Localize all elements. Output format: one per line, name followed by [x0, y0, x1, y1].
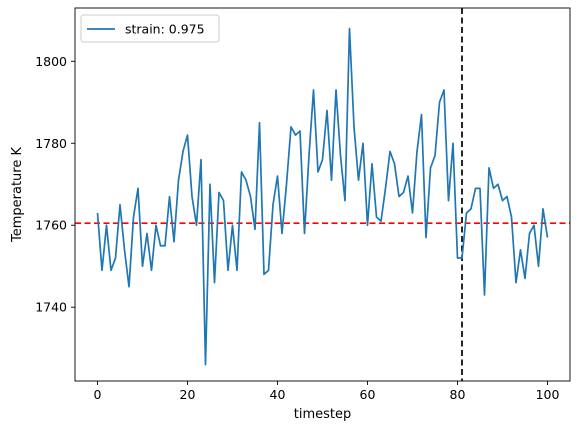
y-tick-label: 1740	[35, 300, 67, 315]
x-axis-ticks: 0 20 40 60 80 100	[94, 381, 560, 402]
x-tick-label: 0	[94, 387, 102, 402]
y-axis-ticks: 1740 1760 1780 1800	[35, 54, 75, 315]
legend: strain: 0.975	[80, 14, 220, 43]
plot-area	[75, 8, 570, 381]
reference-lines	[75, 8, 570, 381]
series-line	[96, 27, 549, 366]
axes-frame	[74, 7, 571, 382]
x-tick-label: 20	[180, 387, 196, 402]
legend-box	[80, 14, 220, 43]
x-tick-label: 40	[270, 387, 286, 402]
x-axis-label: timestep	[294, 407, 352, 422]
x-tick-label: 100	[536, 387, 560, 402]
y-tick-label: 1760	[35, 218, 67, 233]
y-tick-label: 1800	[35, 54, 67, 69]
x-tick-label: 60	[360, 387, 376, 402]
y-tick-label: 1780	[35, 136, 67, 151]
legend-entry-label: strain: 0.975	[125, 22, 205, 37]
x-tick-label: 80	[450, 387, 466, 402]
y-axis-label: Temperature K	[10, 147, 25, 243]
